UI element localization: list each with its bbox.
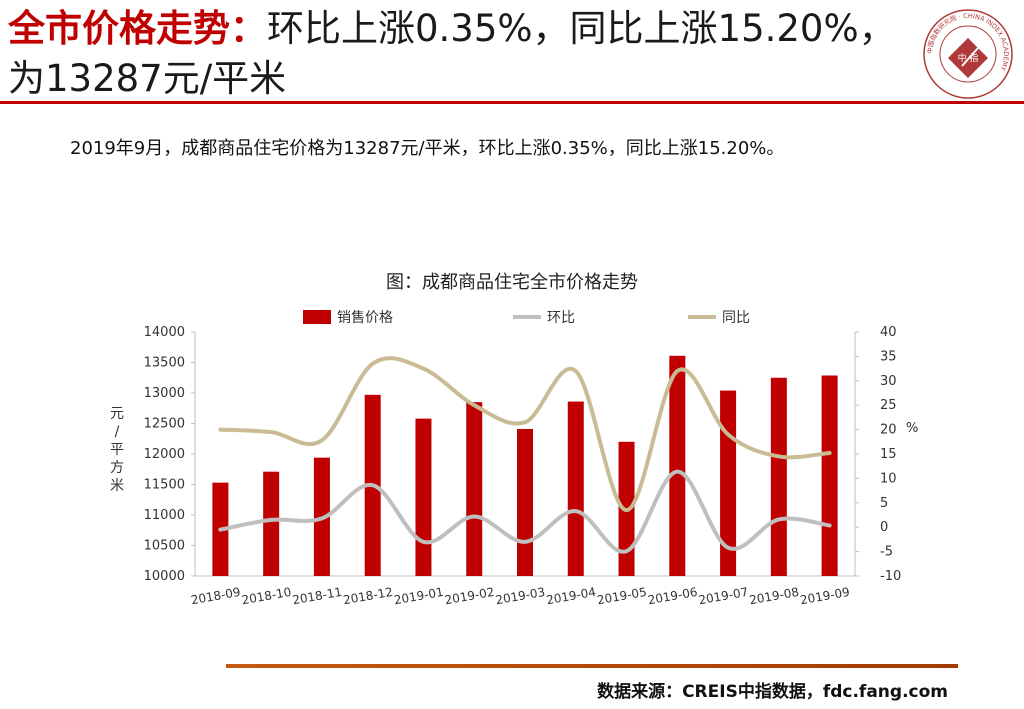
y-left-tick-label: 10000 xyxy=(144,569,185,584)
logo-center-text: 中 指 xyxy=(958,52,979,64)
page-title: 全市价格走势：环比上涨0.35%，同比上涨15.20%，为13287元/平米 xyxy=(8,4,898,104)
x-tick-label: 2019-07 xyxy=(697,585,749,607)
x-tick-label: 2019-01 xyxy=(393,585,445,607)
yoy-line xyxy=(218,356,832,513)
x-tick-label: 2019-04 xyxy=(545,585,597,607)
data-source: 数据来源：CREIS中指数据，fdc.fang.com xyxy=(597,682,948,702)
legend-label: 同比 xyxy=(722,310,750,326)
chart-title: 图：成都商品住宅全市价格走势 xyxy=(386,272,638,293)
x-tick-label: 2018-11 xyxy=(291,585,343,607)
price-bar xyxy=(466,402,483,576)
y-right-tick-label: 5 xyxy=(880,496,888,511)
price-bar xyxy=(517,428,533,576)
y-left-tick-label: 11000 xyxy=(144,508,185,523)
y-right-tick-label: 40 xyxy=(880,325,897,340)
y-left-axis-label-char: 米 xyxy=(110,478,124,494)
y-left-tick-label: 13500 xyxy=(144,356,185,371)
x-tick-label: 2019-02 xyxy=(444,585,496,607)
footer-divider xyxy=(226,664,958,668)
price-bar xyxy=(770,377,787,576)
x-tick-label: 2018-10 xyxy=(241,585,293,607)
price-bar xyxy=(821,375,838,576)
y-right-tick-label: 25 xyxy=(880,398,897,413)
legend-swatch-price xyxy=(303,310,331,324)
title-highlight: 全市价格走势： xyxy=(8,7,267,50)
y-right-tick-label: -5 xyxy=(880,545,893,560)
y-right-tick-label: 20 xyxy=(880,423,897,438)
title-text: 环比上涨0.35%，同比上涨15.20%，为13287元/平米 xyxy=(8,7,896,100)
y-left-tick-label: 11500 xyxy=(144,478,185,493)
legend-label: 销售价格 xyxy=(337,310,393,326)
price-bar xyxy=(415,418,432,576)
summary-text: 2019年9月，成都商品住宅价格为13287元/平米，环比上涨0.35%，同比上… xyxy=(70,138,785,159)
price-bar xyxy=(567,401,584,576)
y-right-axis-label: % xyxy=(906,421,918,436)
price-bar xyxy=(669,355,686,576)
x-tick-label: 2019-05 xyxy=(596,585,648,607)
mom-line xyxy=(218,469,832,554)
y-left-tick-label: 10500 xyxy=(144,539,185,554)
y-left-axis-label-char: 平 xyxy=(110,442,124,458)
y-right-tick-label: 30 xyxy=(880,374,897,389)
y-left-axis-label-char: 方 xyxy=(110,460,124,476)
y-left-tick-label: 14000 xyxy=(144,325,185,340)
y-left-tick-label: 12500 xyxy=(144,417,185,432)
x-tick-label: 2018-12 xyxy=(342,585,394,607)
y-right-tick-label: 15 xyxy=(880,447,897,462)
y-right-tick-label: 0 xyxy=(880,520,888,535)
y-right-tick-label: 10 xyxy=(880,471,897,486)
title-divider xyxy=(0,101,1024,104)
china-index-academy-logo: 中 指 中国指数研究院 · CHINA INDEX ACADEMY xyxy=(923,9,1013,99)
y-left-tick-label: 13000 xyxy=(144,386,185,401)
price-bar xyxy=(263,471,280,576)
x-tick-label: 2018-09 xyxy=(190,585,242,607)
y-left-axis-label-char: / xyxy=(115,424,120,440)
x-tick-label: 2019-08 xyxy=(748,585,800,607)
x-tick-label: 2019-03 xyxy=(494,585,546,607)
y-left-axis-label-char: 元 xyxy=(110,406,124,422)
x-tick-label: 2019-06 xyxy=(647,585,699,607)
legend-label: 环比 xyxy=(547,310,575,326)
y-right-tick-label: 35 xyxy=(880,349,897,364)
x-tick-label: 2019-09 xyxy=(799,585,851,607)
y-left-tick-label: 12000 xyxy=(144,447,185,462)
price-trend-chart: 10000 10500 11000 11500 12000 12500 13000 13500… xyxy=(110,310,918,607)
y-right-tick-label: -10 xyxy=(880,569,901,584)
